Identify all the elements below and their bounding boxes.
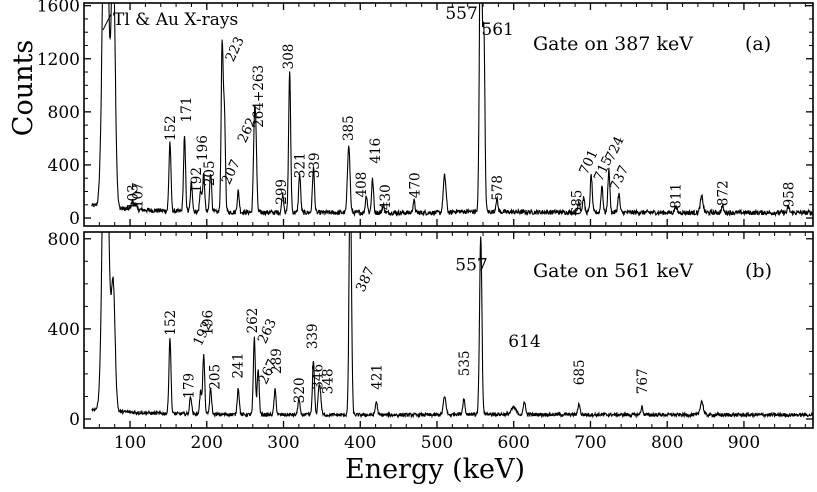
peak-label-a-223: 223: [222, 34, 247, 64]
peak-label-a-685: 685: [570, 190, 586, 216]
peak-label-b-262: 262: [245, 308, 261, 334]
peak-label-a-578: 578: [490, 175, 506, 201]
peak-label-b-289: 289: [269, 348, 285, 374]
x-axis-label: Energy (keV): [345, 454, 525, 485]
peak-label-a-561: 561: [481, 20, 513, 40]
peak-label-a-557: 557: [445, 4, 477, 24]
peak-label-a-339: 339: [307, 152, 323, 178]
peak-label-a-321: 321: [293, 152, 309, 178]
x-tick-label-500: 500: [421, 433, 453, 453]
x-tick-label-700: 700: [574, 433, 606, 453]
peak-label-b-241: 241: [230, 353, 246, 379]
peak-label-a-103: 103: [125, 184, 141, 210]
peak-label-a-264+263: 264+263: [251, 65, 267, 128]
peak-label-a-811: 811: [669, 183, 685, 209]
plot-frame-b: [83, 231, 814, 429]
peak-label-b-152: 152: [163, 310, 179, 336]
y-tick-label-a-1600: 1600: [37, 0, 80, 17]
peak-label-b-557: 557: [455, 255, 487, 275]
peak-label-a-152: 152: [163, 115, 179, 141]
peak-label-b-614: 614: [508, 332, 540, 352]
peak-label-a-470: 470: [408, 172, 424, 198]
y-tick-label-a-400: 400: [48, 156, 80, 176]
x-tick-label-300: 300: [267, 433, 299, 453]
peak-label-a-385: 385: [341, 115, 357, 141]
peak-label-a-192: 192: [189, 167, 205, 193]
spectrum-trace-a: [91, 3, 813, 218]
peak-label-a-408: 408: [354, 172, 370, 198]
peak-label-a-724: 724: [602, 134, 627, 164]
panel-label-a: (a): [745, 33, 771, 55]
peak-label-b-339: 339: [305, 323, 321, 349]
y-tick-label-b-800: 800: [48, 230, 80, 250]
x-tick-label-800: 800: [651, 433, 683, 453]
xray-label: Tl & Au X-rays: [113, 10, 238, 30]
peak-label-b-320: 320: [292, 377, 308, 403]
peak-label-a-872: 872: [715, 180, 731, 206]
peak-label-b-205: 205: [207, 364, 223, 390]
peak-label-a-196: 196: [195, 135, 211, 161]
peak-label-b-767: 767: [635, 368, 651, 394]
x-tick-label-900: 900: [728, 433, 760, 453]
y-axis-label: Counts: [8, 40, 39, 136]
x-tick-label-600: 600: [497, 433, 529, 453]
gate-label-a: Gate on 387 keV: [533, 33, 693, 55]
panel-label-b: (b): [745, 260, 772, 282]
xray-pointer-line: [102, 13, 112, 31]
x-tick-label-400: 400: [344, 433, 376, 453]
peak-label-a-205: 205: [202, 160, 218, 186]
peak-label-a-430: 430: [378, 184, 394, 210]
peak-label-a-308: 308: [281, 44, 297, 70]
peak-label-b-535: 535: [457, 350, 473, 376]
peak-label-b-348: 348: [320, 368, 336, 394]
peak-label-b-346: 346: [310, 364, 326, 390]
peak-label-b-179: 179: [181, 373, 197, 399]
peak-label-a-416: 416: [368, 138, 384, 164]
y-tick-label-a-800: 800: [48, 103, 80, 123]
gate-label-b: Gate on 561 keV: [533, 260, 693, 282]
peak-label-b-685: 685: [572, 359, 588, 385]
x-tick-label-100: 100: [114, 433, 146, 453]
x-tick-label-200: 200: [191, 433, 223, 453]
plot-frame-a: [83, 2, 814, 227]
peak-label-a-958: 958: [781, 182, 797, 208]
y-tick-label-a-1200: 1200: [37, 50, 80, 70]
spectrum-trace-b: [91, 232, 813, 419]
y-tick-label-b-400: 400: [48, 320, 80, 340]
y-tick-label-b-0: 0: [69, 410, 80, 430]
peak-label-b-196: 196: [201, 310, 217, 336]
peak-label-b-421: 421: [369, 364, 385, 390]
peak-label-a-207: 207: [219, 157, 244, 187]
y-tick-label-a-0: 0: [69, 209, 80, 229]
peak-label-b-387: 387: [353, 264, 378, 294]
peak-label-a-171: 171: [179, 97, 195, 123]
peak-label-a-107: 107: [131, 182, 147, 208]
peak-label-a-299: 299: [274, 179, 290, 205]
